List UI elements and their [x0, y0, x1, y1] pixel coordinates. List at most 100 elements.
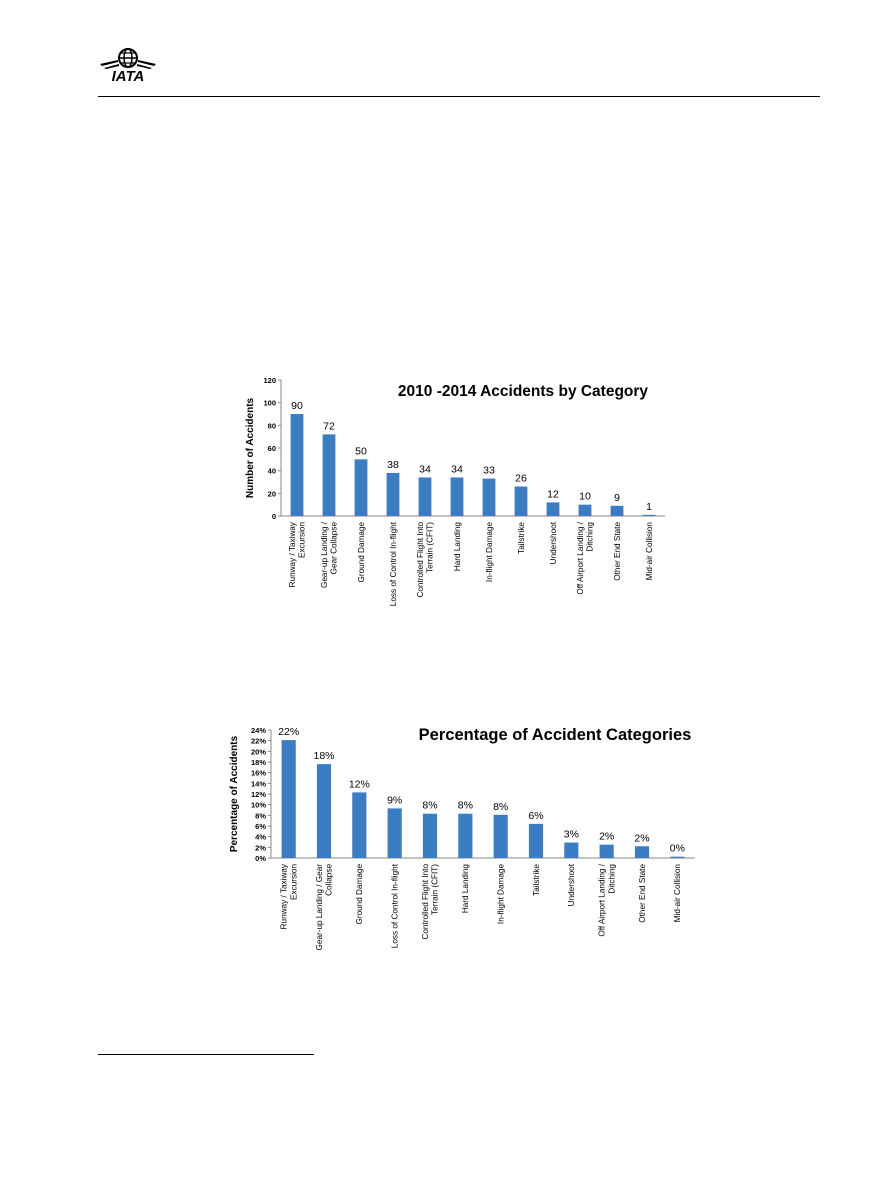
x-tick-label: Excursion — [298, 522, 307, 558]
header-divider — [98, 96, 820, 97]
x-category-label: In-flight Damage — [497, 864, 506, 925]
x-category-label: Other End State — [638, 864, 647, 923]
data-label: 34 — [419, 463, 431, 475]
x-category-label: Mid-air Collision — [645, 522, 654, 581]
bar — [316, 764, 332, 858]
y-tick-label: 22% — [251, 737, 266, 746]
x-tick-label: Terrain (CFIT) — [431, 864, 440, 915]
bar — [634, 846, 650, 858]
x-category-label: Mid-air Collision — [673, 864, 682, 923]
x-tick-label: Controlled Flight Into — [421, 864, 430, 940]
x-category-label: Tailstrike — [532, 864, 541, 896]
bar — [610, 505, 624, 516]
bar — [642, 514, 656, 516]
x-category-label: Undershoot — [567, 863, 576, 906]
x-category-label: Other End State — [613, 522, 622, 581]
x-tick-label: Ground Damage — [355, 864, 364, 925]
y-tick-label: 6% — [255, 822, 266, 831]
y-tick-label: 24% — [251, 726, 266, 735]
y-tick-label: 2% — [255, 843, 266, 852]
x-tick-label: Other End State — [613, 522, 622, 581]
y-tick-label: 18% — [251, 758, 266, 767]
x-category-label: Controlled Flight Into Terrain (CFIT) — [416, 522, 435, 598]
x-tick-label: Gear-up Landing / — [320, 521, 329, 588]
x-tick-label: Ditching — [586, 522, 595, 552]
y-tick-label: 4% — [255, 833, 266, 842]
y-tick-label: 20% — [251, 747, 266, 756]
x-tick-label: Ditching — [607, 864, 616, 894]
bar — [670, 856, 685, 858]
x-category-label: Runway / Taxiway Excursion — [280, 863, 299, 929]
x-category-label: Off Airport Landing / Ditching — [576, 521, 595, 594]
data-label: 10 — [579, 491, 591, 503]
y-tick-label: 40 — [268, 467, 276, 476]
x-tick-label: Gear-up Landing / Gear — [315, 864, 324, 951]
x-category-label: Off Airport Landing / Ditching — [598, 863, 617, 936]
x-category-label: Tailstrike — [517, 522, 526, 554]
data-label: 90 — [291, 400, 303, 412]
y-tick-label: 20 — [268, 489, 276, 498]
x-category-label: Undershoot — [549, 521, 558, 564]
data-label: 1 — [646, 501, 652, 513]
data-label: 3% — [564, 829, 579, 841]
accidents-by-category-chart: 2010 -2014 Accidents by Category Number o… — [245, 376, 665, 606]
bar — [599, 844, 614, 858]
bar — [418, 477, 432, 516]
y-tick-label: 80 — [268, 421, 276, 430]
bar — [578, 504, 592, 516]
x-tick-label: Loss of Control In-flight — [391, 863, 400, 948]
data-label: 8% — [458, 800, 473, 812]
y-axis-label: Percentage of Accidents — [229, 735, 240, 852]
bar — [528, 823, 544, 858]
chart-title: 2010 -2014 Accidents by Category — [398, 383, 649, 400]
x-tick-label: Controlled Flight Into — [416, 522, 425, 598]
data-label: 72 — [323, 420, 335, 432]
y-axis-label: Number of Accidents — [245, 397, 256, 498]
data-label: 8% — [422, 800, 437, 812]
data-label: 38 — [387, 459, 399, 471]
bar — [281, 740, 296, 858]
x-category-label: Runway / Taxiway Excursion — [288, 521, 307, 587]
x-category-label: Loss of Control In-flight — [391, 863, 400, 948]
bar — [352, 792, 367, 858]
y-tick-label: 0% — [255, 854, 266, 863]
x-tick-label: Mid-air Collision — [645, 522, 654, 581]
x-tick-label: Gear Collapse — [330, 522, 339, 575]
x-tick-label: Tailstrike — [532, 864, 541, 896]
x-tick-label: Runway / Taxiway — [288, 521, 297, 587]
data-label: 26 — [515, 473, 527, 485]
data-label: 0% — [670, 843, 685, 855]
chart-title: Percentage of Accident Categories — [419, 726, 692, 744]
bar — [422, 813, 438, 858]
x-tick-label: Undershoot — [549, 521, 558, 564]
y-tick-label: 0 — [272, 512, 276, 521]
data-label: 12% — [349, 778, 370, 790]
data-label: 8% — [493, 801, 508, 813]
data-label: 50 — [355, 445, 367, 457]
y-tick-label: 14% — [251, 779, 266, 788]
data-label: 18% — [313, 750, 334, 762]
iata-logo: IATA — [98, 48, 158, 90]
x-tick-label: Loss of Control In-flight — [389, 521, 398, 606]
bar — [482, 478, 496, 516]
data-label: 22% — [278, 726, 299, 738]
data-label: 2% — [599, 831, 614, 843]
bar — [386, 472, 400, 516]
x-tick-label: Off Airport Landing / — [576, 521, 585, 594]
data-label: 9 — [614, 492, 620, 504]
bar — [546, 502, 560, 516]
logo-text: IATA — [111, 68, 145, 85]
x-tick-label: Mid-air Collision — [673, 864, 682, 923]
bar — [493, 814, 508, 858]
x-tick-label: In-flight Damage — [497, 864, 506, 925]
x-tick-label: In-flight Damage — [485, 522, 494, 583]
x-tick-label: Collapse — [325, 864, 334, 896]
data-label: 34 — [451, 463, 463, 475]
x-tick-label: Tailstrike — [517, 522, 526, 554]
x-tick-label: Ground Damage — [357, 522, 366, 583]
bar — [290, 414, 304, 516]
y-tick-label: 120 — [263, 376, 276, 385]
data-label: 2% — [634, 832, 649, 844]
bar — [354, 459, 368, 516]
y-tick-label: 100 — [263, 399, 276, 408]
